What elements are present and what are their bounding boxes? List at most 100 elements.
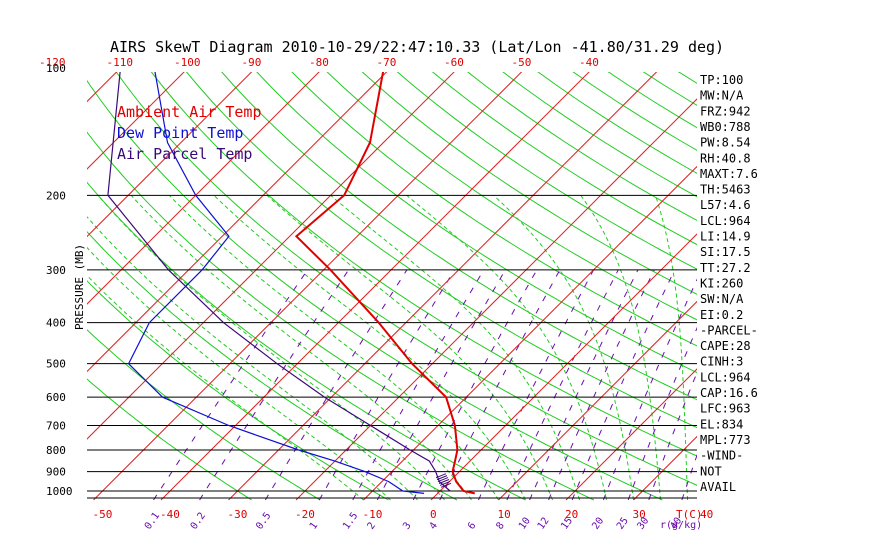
bottom-temp-tick-label: 10 (498, 508, 511, 521)
index-line: LCL:964 (700, 370, 751, 384)
pressure-tick-label: 800 (46, 444, 66, 457)
pressure-tick-label: 700 (46, 419, 66, 432)
dry-adiabat (185, 72, 697, 429)
mixing-ratio-line (506, 269, 619, 501)
axis-labels: -120 -110 -100 -90 -80 -70 -60 -50 -40-50 -40 -30-… (39, 56, 713, 532)
mixing-ratio-tick-label: 4 (428, 520, 440, 531)
cape-hatch (440, 482, 452, 488)
pressure-tick-label: 100 (46, 62, 66, 75)
dry-adiabat (221, 72, 697, 401)
y-axis-label: PRESSURE (MB) (73, 244, 86, 330)
mixing-ratio-line (648, 371, 697, 501)
index-line: -WIND- (700, 449, 743, 463)
top-temp-tick-label: -60 (444, 56, 464, 69)
isotherm (633, 435, 697, 501)
isotherm (565, 368, 697, 501)
isotherm (228, 72, 658, 501)
moist-adiabat (168, 194, 499, 501)
top-temp-tick-label: -120 (39, 56, 66, 69)
bottom-temp-tick-label: -10 (363, 508, 383, 521)
moist-adiabat (87, 216, 418, 501)
chart-title: AIRS SkewT Diagram 2010-10-29/22:47:10.3… (110, 38, 724, 56)
isotherm (363, 165, 697, 501)
index-line: EL:834 (700, 417, 743, 431)
mixing-ratio-tick-label: 1 (308, 520, 320, 531)
bottom-temp-tick-label: 40 (700, 508, 713, 521)
pressure-tick-label: 300 (46, 264, 66, 277)
isotherm (498, 300, 697, 501)
x-axis-label: T(C) (676, 508, 703, 521)
isotherm (87, 72, 320, 305)
index-line: LCL:964 (700, 214, 751, 228)
mixing-ratio-tick-label: 1.5 (341, 511, 360, 532)
mixing-ratio-line (548, 269, 655, 501)
bottom-temp-tick-label: 30 (633, 508, 646, 521)
series-dewpoint-line (127, 72, 425, 494)
dry-adiabat (326, 72, 697, 321)
index-line: LI:14.9 (700, 230, 751, 244)
top-temp-tick-label: -80 (309, 56, 329, 69)
moist-adiabat (493, 194, 634, 501)
pressure-tick-label: 900 (46, 466, 66, 479)
index-line: RH:40.8 (700, 151, 751, 165)
index-line: KI:260 (700, 276, 743, 290)
mixing-ratio-tick-label: 20 (590, 516, 606, 532)
legend: Ambient Air Temp Dew Point Temp Air Parc… (117, 103, 262, 163)
dry-adiabat (87, 131, 595, 501)
dry-adiabat (291, 72, 697, 347)
dry-adiabat (812, 68, 870, 500)
index-line: EI:0.2 (700, 308, 743, 322)
isobars: 100 200 300 400 500 600 700 800 900 1000 (46, 62, 697, 499)
dry-adiabat (150, 72, 697, 457)
index-line: AVAIL (700, 480, 736, 494)
pressure-tick-label: 400 (46, 317, 66, 330)
bottom-temp-tick-label: -20 (295, 508, 315, 521)
moist-adiabat (654, 195, 688, 500)
index-line: TP:100 (700, 73, 743, 87)
pressure-tick-label: 200 (46, 189, 66, 202)
mixing-ratio-tick-label: 12 (536, 516, 552, 532)
dry-adiabat (87, 329, 321, 501)
isotherm (836, 27, 870, 500)
mixing-ratio-line (627, 326, 697, 501)
isotherm (87, 72, 455, 440)
mixing-ratio-line (264, 269, 408, 501)
bottom-temp-tick-label: 0 (430, 508, 437, 521)
isotherm (87, 72, 185, 170)
mixing-ratio-tick-label: 25 (615, 516, 631, 532)
dry-adiabat (87, 79, 663, 501)
index-line: NOT (700, 464, 722, 478)
mixing-ratio-line (571, 269, 676, 501)
cape-hatch (438, 479, 450, 484)
mixing-ratio-label: r(g/kg) (660, 520, 702, 531)
mixing-ratio-tick-label: 0.5 (254, 511, 273, 532)
moist-adiabat (87, 246, 391, 501)
pressure-tick-label: 500 (46, 358, 66, 371)
mixing-ratio-tick-label: 6 (466, 520, 478, 531)
top-temp-tick-label: -40 (579, 56, 599, 69)
mixing-ratio-tick-label: 2 (366, 520, 378, 531)
pressure-tick-label: 600 (46, 391, 66, 404)
isotherm (93, 72, 523, 501)
mixing-ratio-line (199, 269, 350, 501)
mixing-ratio-tick-label: 0.2 (189, 511, 208, 532)
cape-hatch (435, 473, 447, 479)
moist-adiabat (213, 194, 526, 501)
profiles (107, 72, 476, 495)
index-line: CAP:16.6 (700, 386, 758, 400)
moist-adiabat (97, 194, 445, 501)
dry-adiabat (502, 72, 697, 198)
top-temp-tick-label: -50 (512, 56, 532, 69)
moist-adiabat (130, 194, 472, 501)
index-line: SI:17.5 (700, 245, 751, 259)
index-line: WB0:788 (700, 120, 751, 134)
pressure-tick-label: 1000 (46, 485, 73, 498)
bottom-temp-tick-label: -50 (93, 508, 113, 521)
dry-adiabat (87, 280, 389, 501)
isotherm (87, 72, 253, 238)
series-parcel-line (107, 72, 451, 492)
legend-parcel: Air Parcel Temp (117, 145, 252, 163)
bottom-temp-tick-label: 20 (565, 508, 578, 521)
mixing-ratio-line (439, 269, 561, 501)
